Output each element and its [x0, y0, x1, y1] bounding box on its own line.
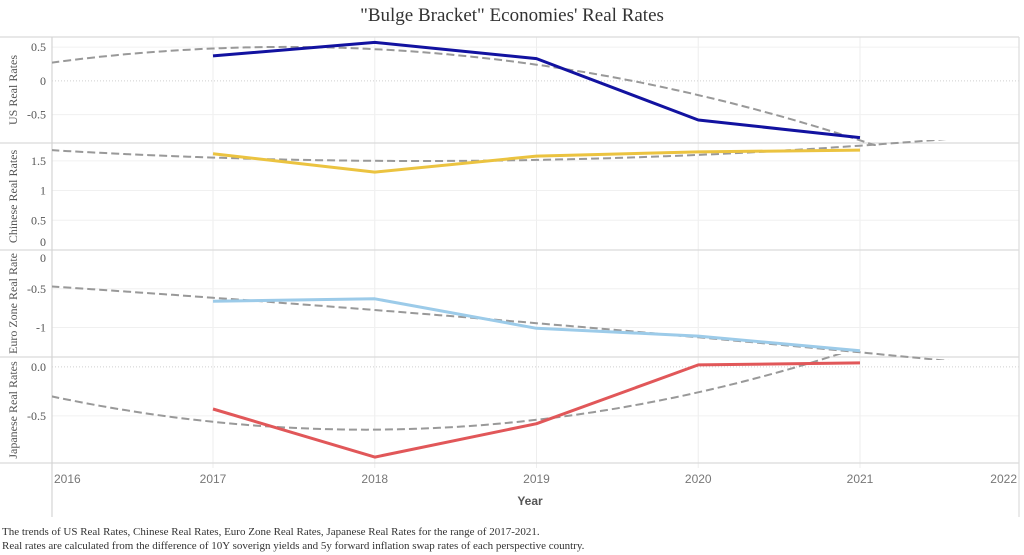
- y-tick-label: 0.0: [31, 360, 46, 374]
- chart-frame: [0, 36, 1020, 517]
- y-tick-label: 0.5: [31, 40, 46, 54]
- y-tick-label: -0.5: [27, 108, 46, 122]
- x-tick-label: 2022: [990, 472, 1017, 486]
- caption-line-1: The trends of US Real Rates, Chinese Rea…: [2, 526, 540, 538]
- x-tick-label: 2019: [523, 472, 550, 486]
- chart-plot-area: 0.5 0 -0.5 US Real Rates 1.5 1 0.5 0 Chinese Rea…: [0, 36, 1020, 517]
- x-tick-label: 2017: [200, 472, 227, 486]
- panel-japanese-real-rates: [212, 361, 861, 459]
- data-line-us-real-rates: [212, 40, 861, 140]
- y-axis-label-chinese-real-rates: Chinese Real Rates: [6, 150, 20, 244]
- chart-title: "Bulge Bracket" Economies' Real Rates: [360, 5, 664, 26]
- y-tick-label: -0.5: [27, 282, 46, 296]
- y-axis-label-japanese-real-rates: Japanese Real Rates: [6, 361, 20, 459]
- x-tick-label: 2020: [685, 472, 712, 486]
- y-tick-label: 0: [40, 251, 46, 265]
- y-tick-label: -1: [36, 321, 46, 335]
- x-axis-title: Year: [517, 494, 543, 508]
- panel-us-real-rates: [212, 40, 861, 140]
- data-line-euro-zone-real-rates: [212, 297, 861, 353]
- gridlines: [52, 37, 1019, 468]
- panel-euro-zone-real-rates: [212, 297, 861, 353]
- trend-lines: [52, 45, 950, 431]
- y-tick-label: 0: [40, 74, 46, 88]
- y-tick-label: 1.5: [31, 154, 46, 168]
- x-tick-label: 2021: [847, 472, 874, 486]
- panel-chinese-real-rates: [212, 148, 861, 174]
- y-tick-label: 0: [40, 235, 46, 249]
- axis-labels: 0.5 0 -0.5 US Real Rates 1.5 1 0.5 0 Chinese Rea…: [6, 40, 1017, 486]
- y-axis-label-us-real-rates: US Real Rates: [6, 55, 20, 125]
- y-tick-label: -0.5: [27, 409, 46, 423]
- x-tick-label: 2016: [54, 472, 81, 486]
- y-axis-label-euro-zone-real-rates: Euro Zone Real Rate: [6, 253, 20, 354]
- data-line-chinese-real-rates: [212, 148, 861, 174]
- caption-line-2: Real rates are calculated from the diffe…: [2, 540, 585, 552]
- data-lines: [212, 40, 861, 459]
- trend-line-chinese-real-rates: [52, 140, 947, 162]
- trend-line-us-real-rates: [52, 45, 881, 146]
- data-line-japanese-real-rates: [212, 361, 861, 459]
- x-tick-label: 2018: [361, 472, 388, 486]
- y-tick-label: 0.5: [31, 213, 46, 227]
- trend-line-euro-zone-real-rates: [52, 285, 950, 360]
- trend-line-japanese-real-rates: [52, 354, 843, 431]
- y-tick-label: 1: [40, 184, 46, 198]
